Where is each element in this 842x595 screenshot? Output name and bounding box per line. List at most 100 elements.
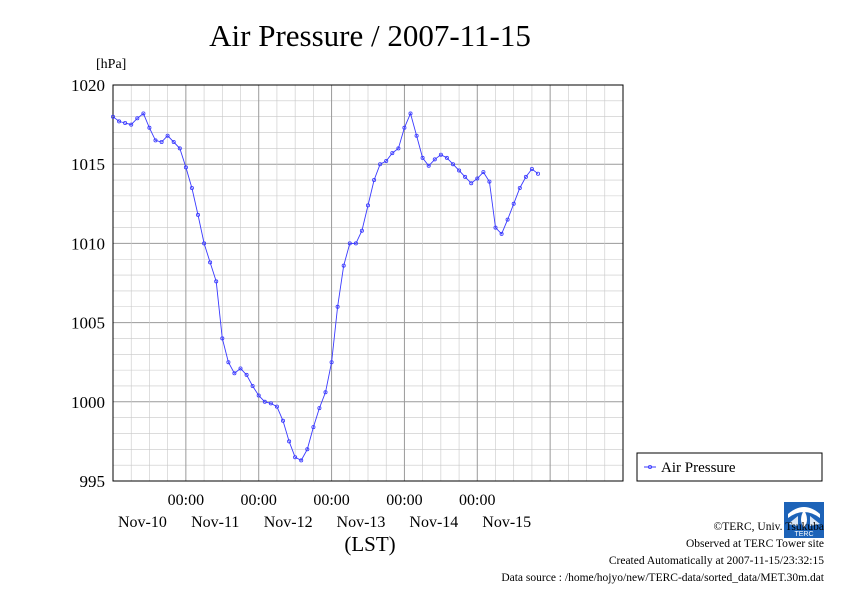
- terc-logo: TERC: [784, 502, 824, 538]
- x-axis-label: (LST): [344, 532, 395, 556]
- x-tick-day-label: Nov-15: [482, 514, 531, 531]
- data-point: [341, 263, 346, 268]
- data-point: [256, 393, 261, 398]
- legend-box: [636, 452, 823, 482]
- data-point: [372, 177, 377, 182]
- data-point: [287, 439, 292, 444]
- data-point: [226, 360, 231, 365]
- plot-frame: [112, 84, 624, 482]
- data-point: [323, 390, 328, 395]
- data-point: [317, 406, 322, 411]
- data-point: [414, 133, 419, 138]
- chart-title: Air Pressure / 2007-11-15: [209, 18, 531, 53]
- y-tick-label: 1020: [71, 76, 105, 95]
- svg-text:TERC: TERC: [794, 531, 813, 538]
- data-point: [123, 121, 128, 126]
- data-point: [135, 116, 140, 121]
- data-point: [335, 304, 340, 309]
- data-point: [202, 241, 207, 246]
- credit-line-2: Observed at TERC Tower site: [685, 538, 824, 550]
- data-point: [450, 162, 455, 167]
- data-point: [262, 399, 267, 404]
- y-tick-label: 1015: [71, 155, 105, 174]
- data-point: [384, 158, 389, 163]
- data-point: [487, 179, 492, 184]
- data-point: [511, 201, 516, 206]
- data-point: [238, 366, 243, 371]
- x-tick-time-label: 00:00: [459, 492, 495, 509]
- data-point: [280, 418, 285, 423]
- x-tick-day-label: Nov-14: [409, 514, 458, 531]
- data-point: [311, 425, 316, 430]
- data-point: [390, 151, 395, 156]
- data-point: [359, 228, 364, 233]
- data-point: [147, 125, 152, 130]
- data-point: [438, 152, 443, 157]
- x-tick-time-label: 00:00: [240, 492, 276, 509]
- data-point: [353, 241, 358, 246]
- data-point: [426, 163, 431, 168]
- credit-line-1: ©TERC, Univ. Tsukuba: [713, 521, 824, 533]
- data-point: [517, 185, 522, 190]
- data-point: [129, 122, 134, 127]
- x-tick-time-label: 00:00: [168, 492, 204, 509]
- data-point: [153, 138, 158, 143]
- data-point: [365, 203, 370, 208]
- data-point: [378, 162, 383, 167]
- y-tick-label: 1005: [71, 314, 105, 333]
- legend-label: Air Pressure: [661, 460, 736, 476]
- data-point: [171, 139, 176, 144]
- data-point: [244, 372, 249, 377]
- x-tick-day-label: Nov-12: [264, 514, 313, 531]
- data-point: [293, 455, 298, 460]
- data-point: [141, 111, 146, 116]
- data-point: [505, 217, 510, 222]
- data-point: [475, 176, 480, 181]
- data-point: [529, 166, 534, 171]
- x-tick-time-label: 00:00: [313, 492, 349, 509]
- x-tick-time-label: 00:00: [386, 492, 422, 509]
- data-point: [177, 146, 182, 151]
- data-point: [432, 157, 437, 162]
- y-tick-label: 1000: [71, 393, 105, 412]
- data-point: [159, 139, 164, 144]
- data-point: [469, 181, 474, 186]
- data-point: [493, 225, 498, 230]
- data-point: [420, 155, 425, 160]
- data-point: [536, 171, 541, 176]
- data-point: [268, 401, 273, 406]
- data-point: [117, 119, 122, 124]
- legend-marker-swatch: [648, 464, 653, 469]
- data-point: [250, 383, 255, 388]
- data-point: [463, 174, 468, 179]
- x-tick-day-label: Nov-10: [118, 514, 167, 531]
- y-axis-label: [hPa]: [96, 57, 126, 72]
- data-point: [523, 174, 528, 179]
- credit-line-4: Data source : /home/hojyo/new/TERC-data/…: [501, 572, 824, 584]
- data-point: [214, 279, 219, 284]
- data-point: [305, 447, 310, 452]
- y-tick-label: 995: [80, 472, 106, 491]
- data-point: [408, 111, 413, 116]
- data-point: [165, 133, 170, 138]
- x-tick-day-label: Nov-13: [337, 514, 386, 531]
- data-point: [208, 260, 213, 265]
- data-point: [457, 168, 462, 173]
- x-tick-day-label: Nov-11: [191, 514, 239, 531]
- series-line-air-pressure: [112, 112, 539, 462]
- credit-line-3: Created Automatically at 2007-11-15/23:3…: [608, 555, 824, 567]
- data-point: [274, 404, 279, 409]
- data-point: [481, 170, 486, 175]
- data-point: [347, 241, 352, 246]
- data-point: [329, 360, 334, 365]
- data-point: [220, 336, 225, 341]
- data-point: [499, 231, 504, 236]
- data-point: [195, 212, 200, 217]
- data-point: [299, 458, 304, 463]
- data-point: [111, 114, 116, 119]
- data-point: [402, 125, 407, 130]
- y-tick-label: 1010: [71, 234, 105, 253]
- data-point: [444, 155, 449, 160]
- data-point: [189, 185, 194, 190]
